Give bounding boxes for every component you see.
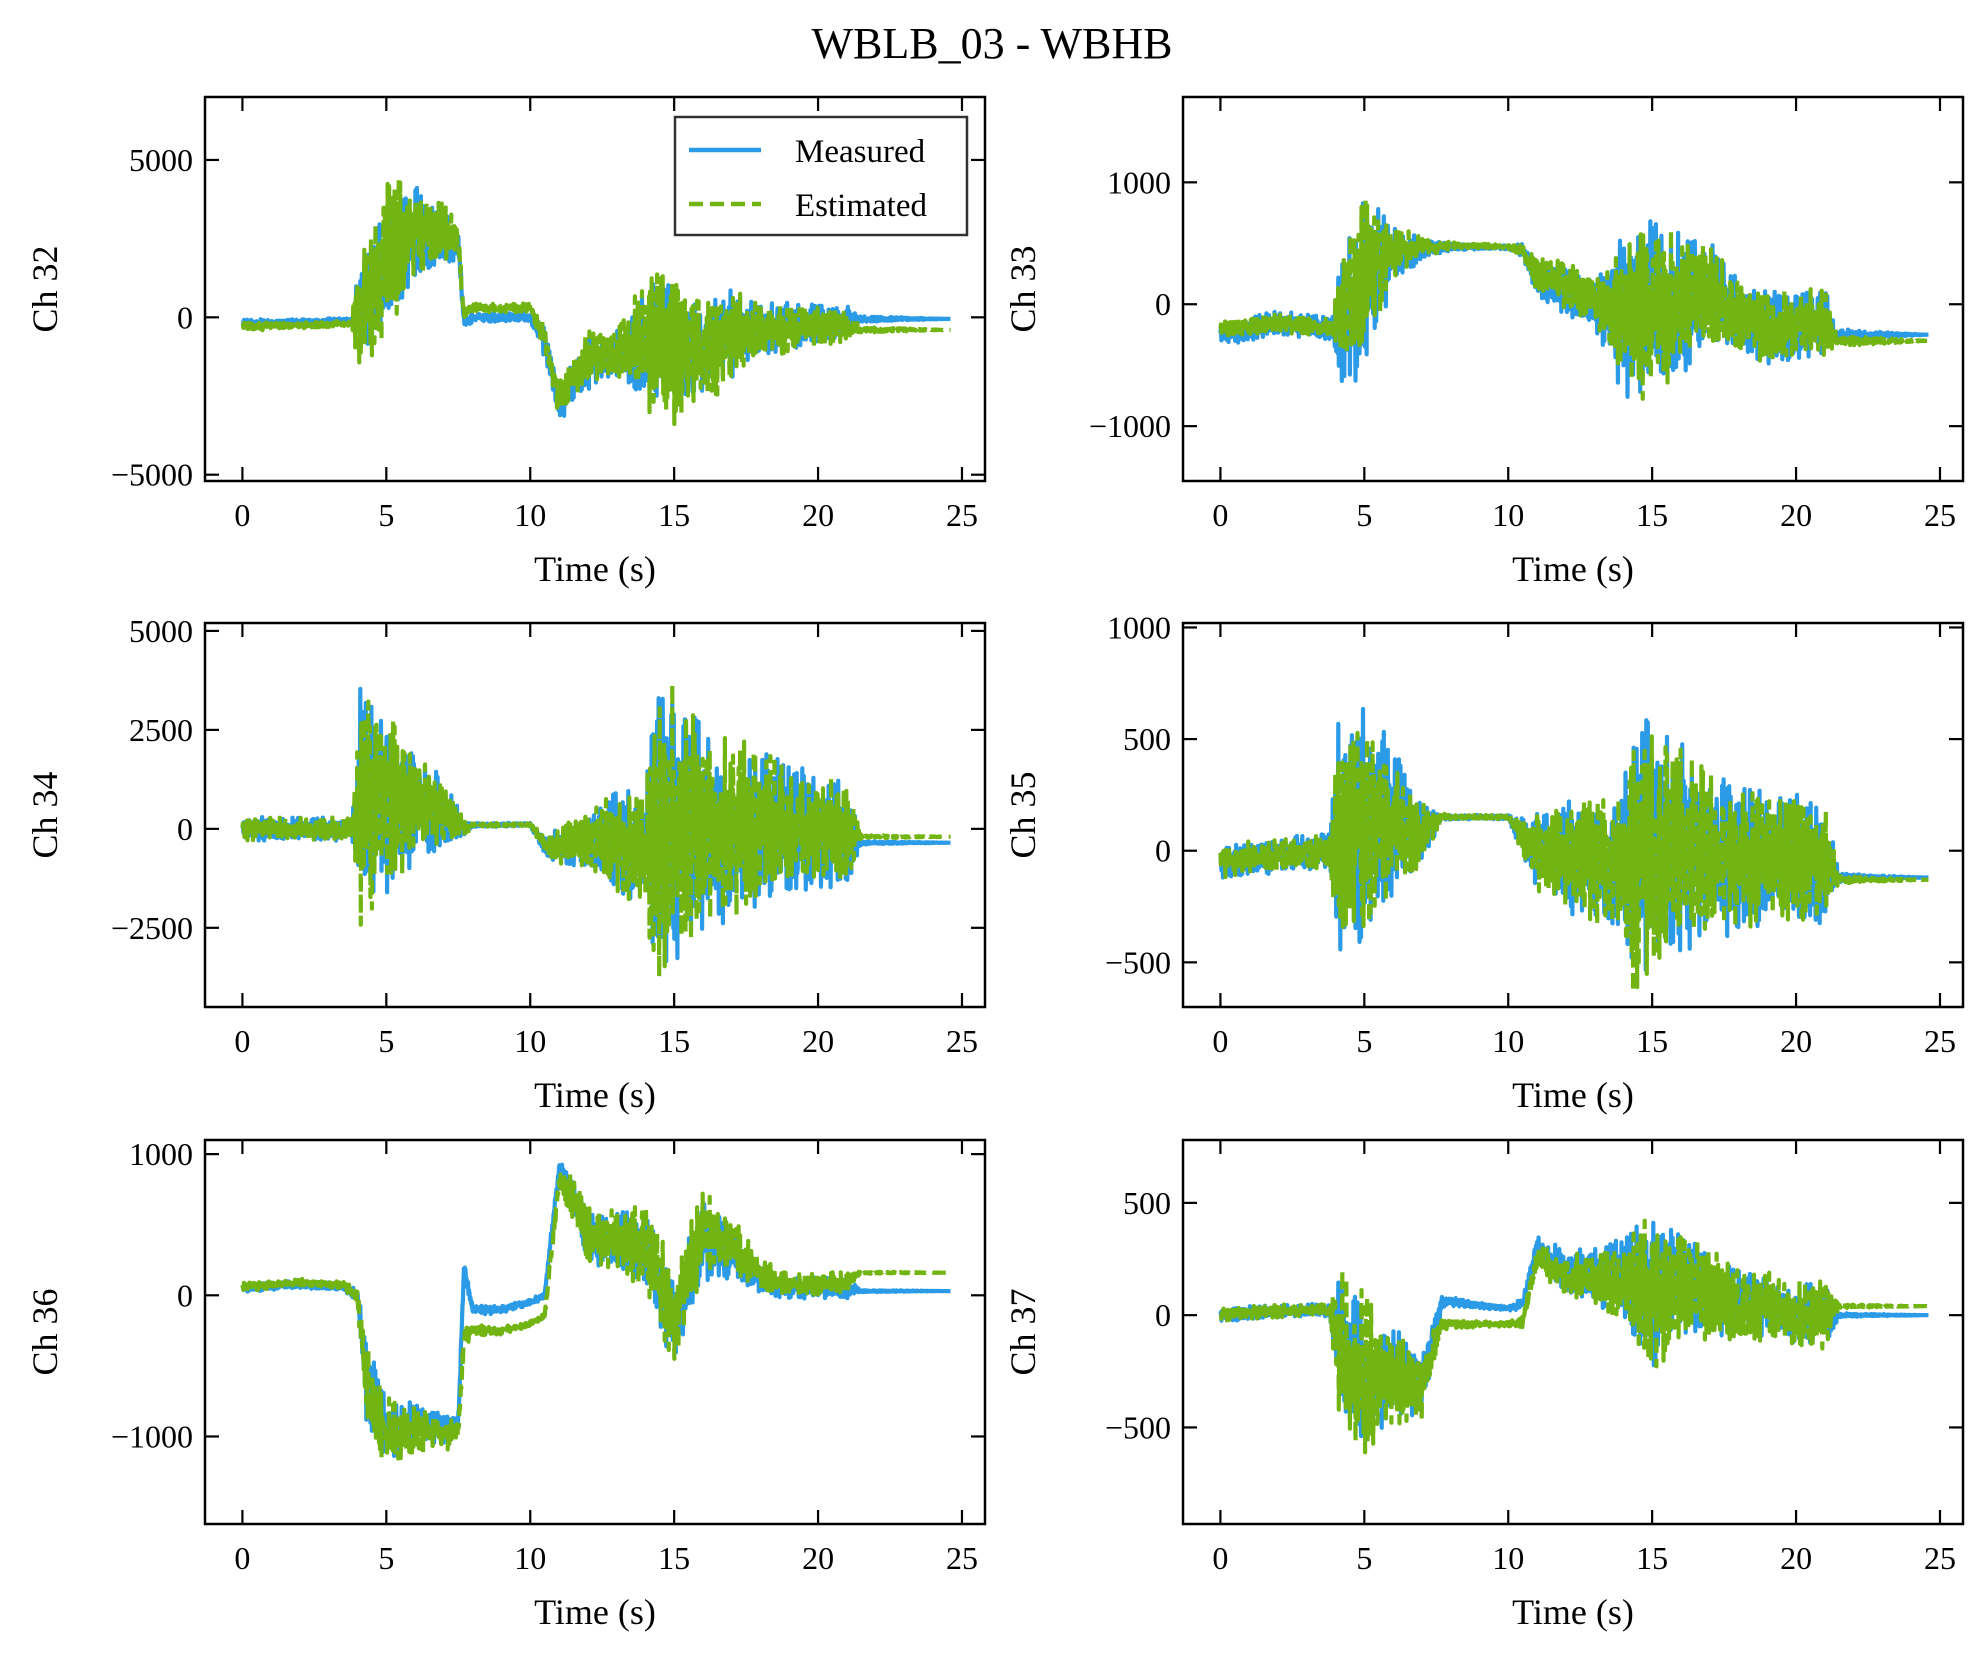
- axes-frame: [1181, 1138, 1965, 1526]
- y-axis-label: Ch 35: [1003, 771, 1043, 858]
- y-tick-label: 0: [1155, 1297, 1171, 1333]
- x-tick-label: 5: [378, 1023, 394, 1059]
- estimated-series-line: [240, 1171, 953, 1461]
- x-axis-label: Time (s): [1512, 549, 1634, 589]
- x-tick-label: 5: [1356, 1023, 1372, 1059]
- x-tick-label: 20: [802, 1540, 834, 1576]
- x-tick-label: 10: [514, 1540, 546, 1576]
- estimated-series-line: [1218, 730, 1931, 994]
- x-tick-label: 15: [658, 497, 690, 533]
- subplot-5: 0 5 10 15 20 25 −1000 0 1000 Time (s) Ch 36: [25, 1136, 987, 1632]
- x-tick-label: 10: [1492, 1540, 1524, 1576]
- subplot-3: 0 5 10 15 20 25 −2500 0 2500 5000 Time (s) Ch 34: [25, 613, 987, 1115]
- x-tick-label: 0: [1212, 497, 1228, 533]
- subplot-2: 0 5 10 15 20 25 −1000 0 1000 Time (s) Ch 33: [1003, 95, 1965, 589]
- estimated-series-line: [240, 177, 953, 427]
- x-tick-label: 5: [378, 497, 394, 533]
- legend-estimated-label: Estimated: [795, 188, 927, 224]
- x-tick-label: 20: [802, 1023, 834, 1059]
- legend-box: [673, 115, 969, 237]
- legend-measured-label: Measured: [795, 134, 926, 170]
- x-tick-label: 20: [802, 497, 834, 533]
- x-tick-label: 15: [1636, 1023, 1668, 1059]
- y-tick-label: 1000: [1107, 609, 1171, 645]
- x-tick-label: 5: [378, 1540, 394, 1576]
- x-axis-label: Time (s): [1512, 1592, 1634, 1632]
- y-tick-label: 0: [1155, 286, 1171, 322]
- x-tick-label: 25: [946, 1023, 978, 1059]
- y-tick-label: 1000: [1107, 164, 1171, 200]
- x-tick-label: 25: [1924, 497, 1956, 533]
- legend: Measured Estimated: [673, 115, 969, 237]
- x-tick-label: 25: [946, 497, 978, 533]
- x-tick-label: 15: [658, 1023, 690, 1059]
- x-tick-label: 0: [1212, 1023, 1228, 1059]
- x-tick-label: 25: [1924, 1540, 1956, 1576]
- x-tick-label: 10: [1492, 1023, 1524, 1059]
- x-tick-label: 15: [1636, 1540, 1668, 1576]
- y-axis-label: Ch 36: [25, 1288, 65, 1375]
- y-tick-label: 5000: [129, 142, 193, 178]
- x-tick-label: 10: [514, 1023, 546, 1059]
- x-tick-label: 5: [1356, 1540, 1372, 1576]
- x-tick-label: 20: [1780, 1540, 1812, 1576]
- y-tick-label: 0: [177, 1277, 193, 1313]
- y-axis-label: Ch 37: [1003, 1288, 1043, 1375]
- estimated-series-line: [240, 682, 953, 979]
- y-axis-label: Ch 33: [1003, 245, 1043, 332]
- x-axis-label: Time (s): [534, 549, 656, 589]
- x-tick-label: 15: [1636, 497, 1668, 533]
- axes-frame: [203, 1138, 987, 1526]
- y-tick-label: 500: [1123, 721, 1171, 757]
- x-tick-label: 0: [234, 1540, 250, 1576]
- y-tick-label: −1000: [1089, 408, 1171, 444]
- axes-frame: [1181, 95, 1965, 483]
- x-tick-label: 0: [234, 1023, 250, 1059]
- x-tick-label: 0: [1212, 1540, 1228, 1576]
- y-tick-label: −1000: [111, 1418, 193, 1454]
- y-tick-label: 0: [177, 299, 193, 335]
- x-tick-label: 5: [1356, 497, 1372, 533]
- subplot-4: 0 5 10 15 20 25 −500 0 500 1000 Time (s) Ch 35: [1003, 609, 1965, 1115]
- y-axis-label: Ch 32: [25, 245, 65, 332]
- y-tick-label: 500: [1123, 1185, 1171, 1221]
- x-tick-label: 10: [514, 497, 546, 533]
- axes-frame: [1181, 621, 1965, 1009]
- x-tick-label: 15: [658, 1540, 690, 1576]
- y-tick-label: 0: [1155, 833, 1171, 869]
- y-tick-label: 1000: [129, 1136, 193, 1172]
- x-tick-label: 0: [234, 497, 250, 533]
- x-axis-label: Time (s): [1512, 1075, 1634, 1115]
- estimated-series-line: [1218, 197, 1931, 401]
- estimated-series-line: [1218, 1218, 1931, 1455]
- axes-frame: [203, 621, 987, 1009]
- x-tick-label: 25: [1924, 1023, 1956, 1059]
- x-axis-label: Time (s): [534, 1592, 656, 1632]
- measured-series-line: [240, 1162, 953, 1459]
- y-tick-label: 2500: [129, 712, 193, 748]
- x-tick-label: 10: [1492, 497, 1524, 533]
- x-tick-label: 20: [1780, 497, 1812, 533]
- y-tick-label: −500: [1105, 944, 1171, 980]
- y-tick-label: 0: [177, 811, 193, 847]
- x-axis-label: Time (s): [534, 1075, 656, 1115]
- y-tick-label: −2500: [111, 910, 193, 946]
- axes-frame: [203, 95, 987, 483]
- subplot-1: 0 5 10 15 20 25 −5000 0 5000 Time (s) Ch 32 Measure…: [25, 95, 987, 589]
- x-tick-label: 25: [946, 1540, 978, 1576]
- figure-title: WBLB_03 - WBHB: [811, 19, 1173, 68]
- y-axis-label: Ch 34: [25, 771, 65, 858]
- subplot-6: 0 5 10 15 20 25 −500 0 500 Time (s) Ch 37: [1003, 1138, 1965, 1632]
- x-tick-label: 20: [1780, 1023, 1812, 1059]
- y-tick-label: 5000: [129, 613, 193, 649]
- y-tick-label: −500: [1105, 1409, 1171, 1445]
- y-tick-label: −5000: [111, 457, 193, 493]
